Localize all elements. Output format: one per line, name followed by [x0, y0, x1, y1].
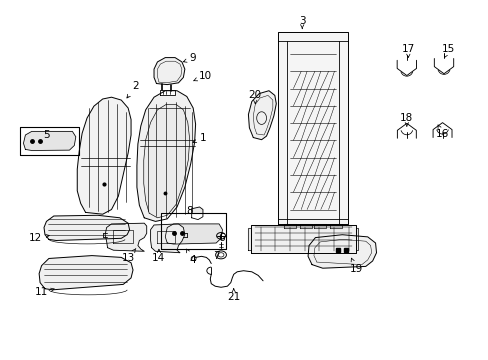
Polygon shape	[160, 90, 175, 95]
Polygon shape	[248, 91, 276, 140]
Text: 11: 11	[35, 287, 54, 297]
Text: 1: 1	[193, 132, 206, 143]
Text: 18: 18	[399, 113, 413, 126]
Text: 19: 19	[348, 258, 362, 274]
Polygon shape	[284, 224, 295, 228]
Polygon shape	[355, 228, 357, 250]
Text: 8: 8	[185, 206, 192, 216]
Polygon shape	[307, 235, 376, 268]
Text: 16: 16	[435, 125, 448, 139]
Polygon shape	[248, 228, 250, 250]
Polygon shape	[300, 224, 311, 228]
Text: 5: 5	[43, 130, 50, 140]
Text: 6: 6	[218, 233, 224, 243]
Text: 7: 7	[213, 251, 220, 261]
Text: 3: 3	[298, 16, 305, 29]
Text: 10: 10	[193, 71, 211, 81]
Polygon shape	[77, 97, 131, 214]
Polygon shape	[20, 127, 79, 155]
Text: 2: 2	[127, 81, 139, 98]
Text: 13: 13	[121, 248, 136, 264]
Text: 4: 4	[186, 249, 196, 265]
Text: 17: 17	[401, 44, 414, 58]
Text: 14: 14	[152, 249, 165, 264]
Polygon shape	[250, 225, 355, 253]
Polygon shape	[329, 224, 341, 228]
Polygon shape	[23, 131, 76, 150]
Polygon shape	[154, 58, 184, 85]
Text: 12: 12	[28, 233, 49, 243]
Polygon shape	[143, 104, 189, 218]
Polygon shape	[277, 32, 347, 224]
Text: 20: 20	[248, 90, 261, 104]
Polygon shape	[105, 223, 146, 251]
Text: 15: 15	[441, 44, 455, 58]
Polygon shape	[39, 256, 133, 290]
Text: 9: 9	[183, 53, 196, 63]
Polygon shape	[165, 224, 222, 244]
Polygon shape	[313, 224, 325, 228]
Polygon shape	[137, 91, 195, 221]
Text: 21: 21	[226, 289, 240, 302]
Polygon shape	[191, 207, 203, 220]
Polygon shape	[150, 224, 184, 253]
Polygon shape	[44, 215, 129, 240]
Polygon shape	[161, 213, 225, 249]
